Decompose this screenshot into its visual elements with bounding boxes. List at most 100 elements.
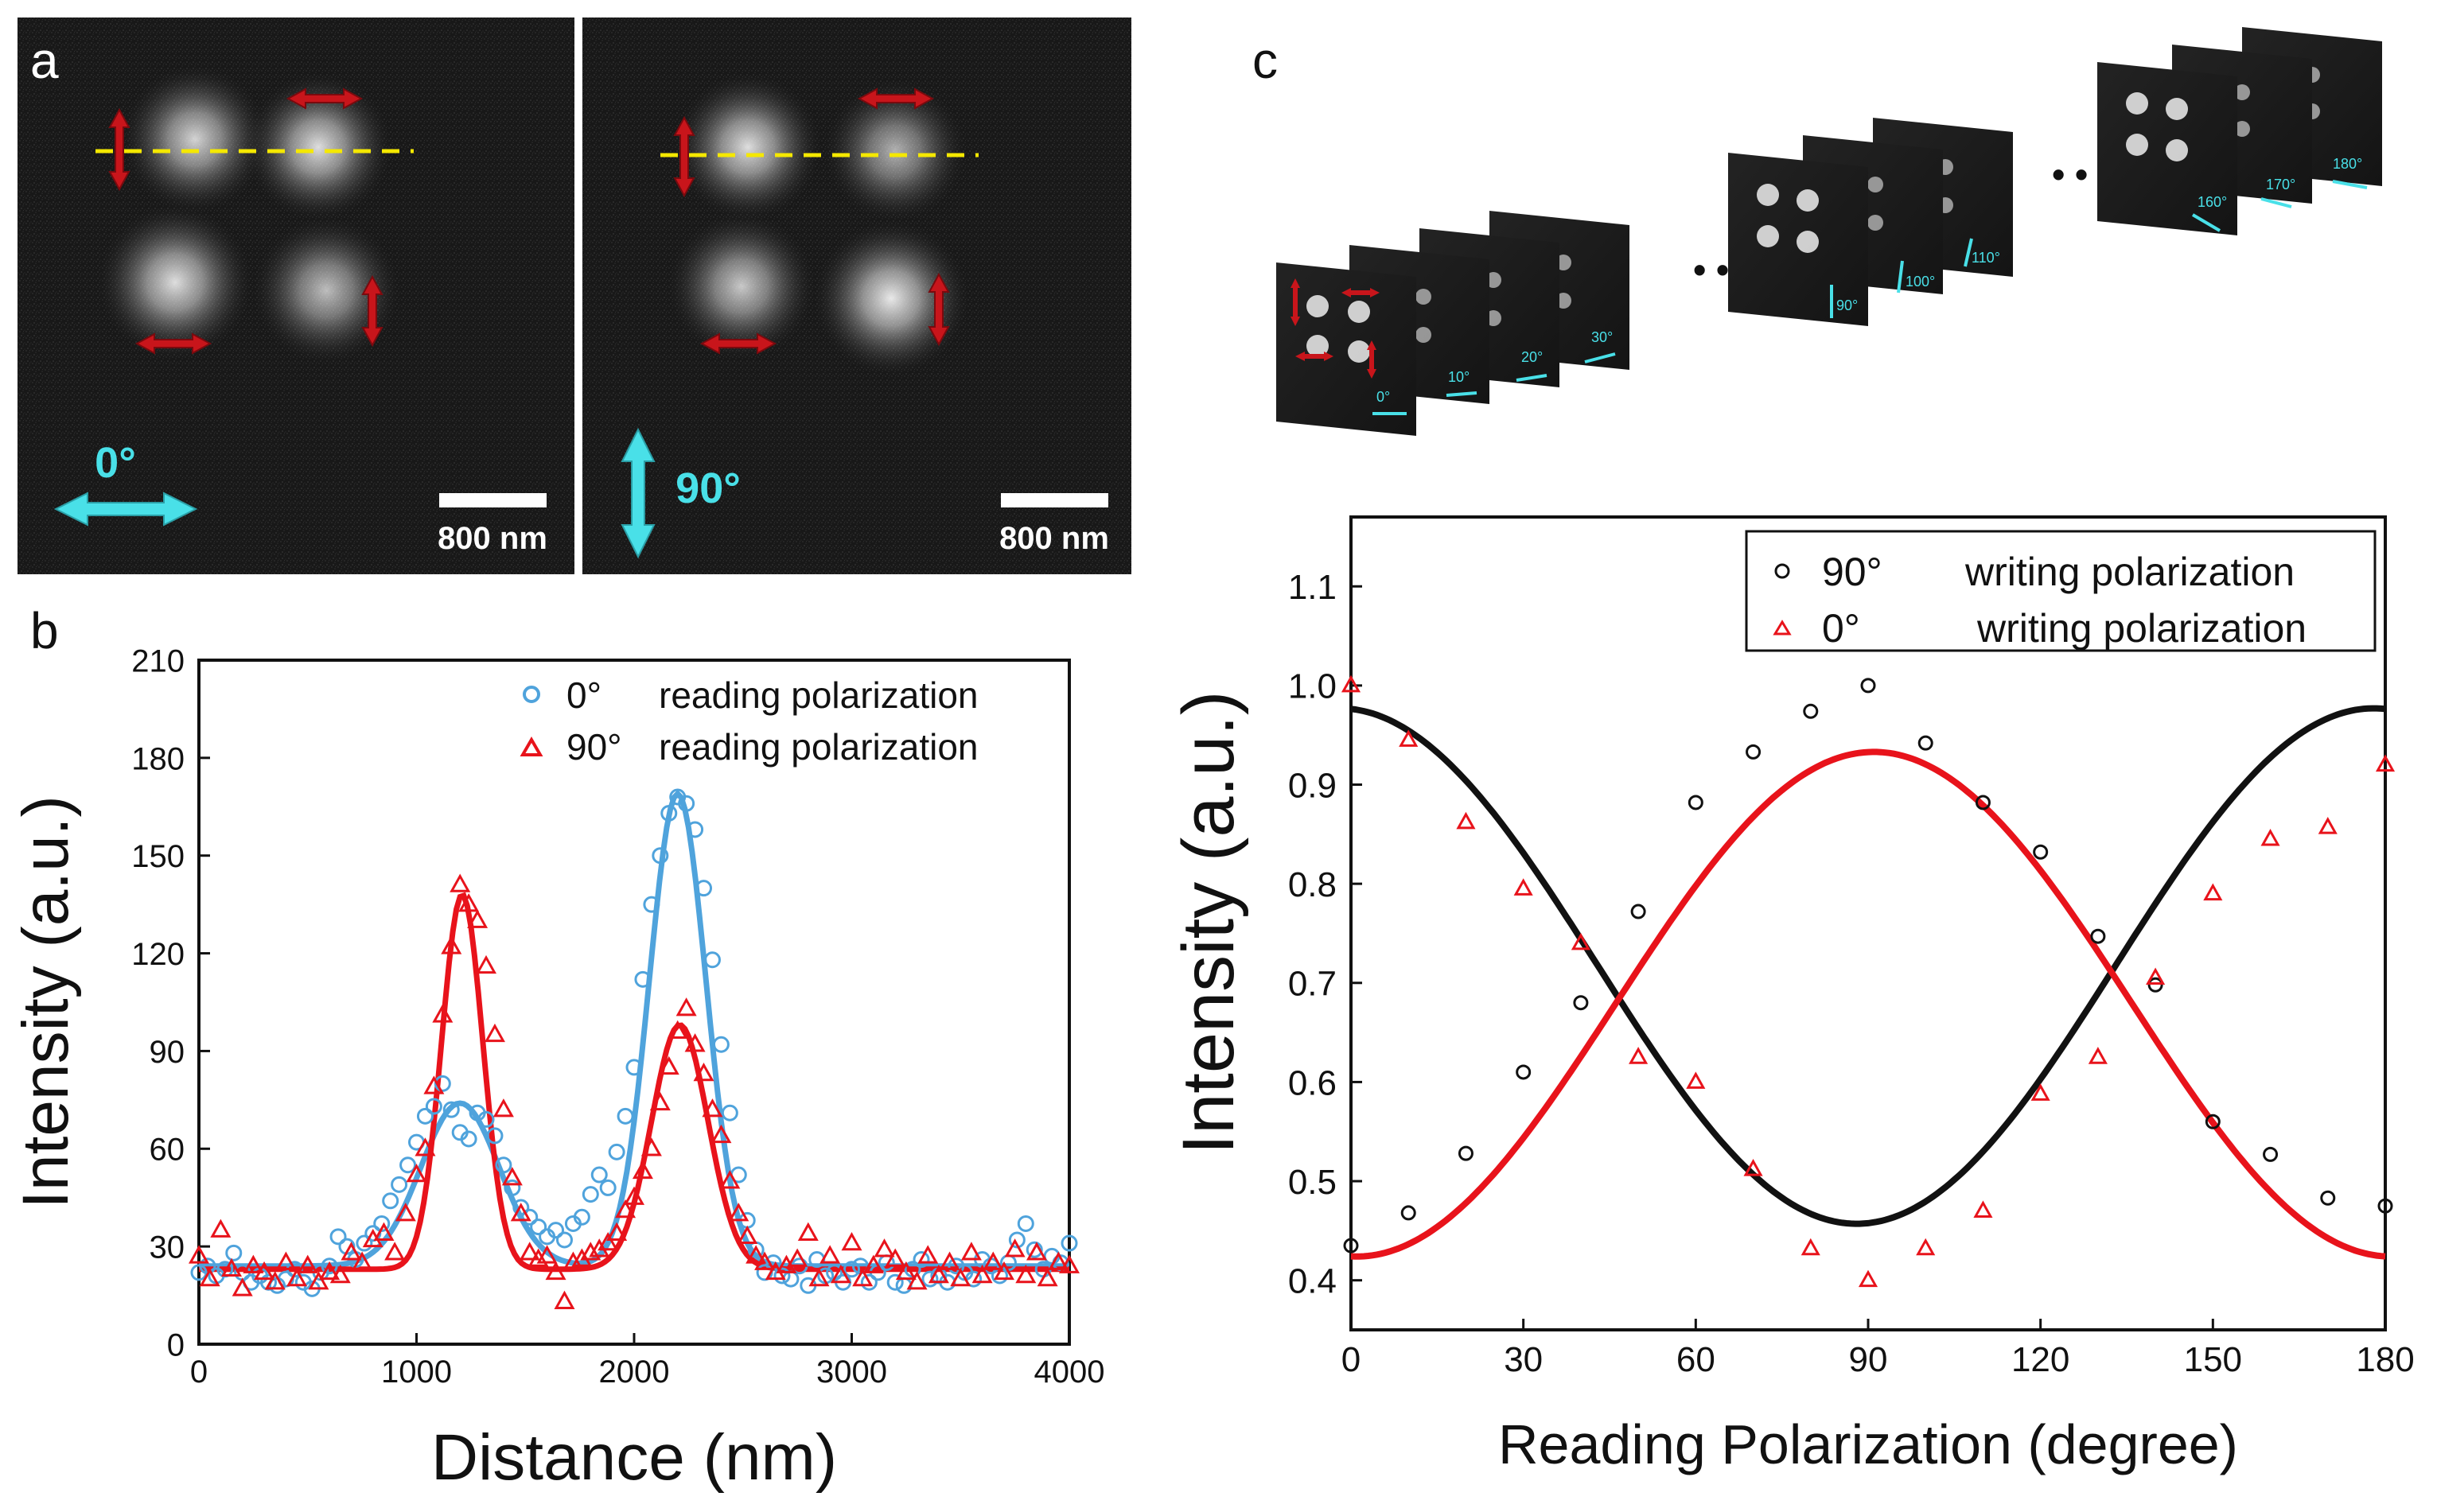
data-point bbox=[874, 1238, 895, 1257]
y-tick-label: 120 bbox=[131, 937, 185, 972]
data-point bbox=[582, 1186, 599, 1203]
x-tick-label: 60 bbox=[1676, 1340, 1715, 1379]
microscope-image-0deg: 0° 800 nm bbox=[18, 17, 574, 574]
scale-bar-label: 800 nm bbox=[438, 521, 547, 556]
data-point bbox=[415, 1137, 436, 1156]
data-point bbox=[504, 1179, 521, 1196]
legend: 0° reading polarization 90° reading pola… bbox=[520, 674, 979, 768]
x-tick-label: 180 bbox=[2356, 1340, 2414, 1379]
frame-angle-label: 0° bbox=[1376, 389, 1390, 405]
data-point bbox=[684, 1033, 706, 1052]
data-point bbox=[563, 1251, 584, 1270]
panel-a: 0° 800 nm 90° 800 nm a bbox=[18, 17, 1131, 574]
data-point bbox=[678, 795, 695, 812]
data-point bbox=[658, 1055, 679, 1075]
data-point bbox=[746, 1245, 767, 1264]
data-point bbox=[519, 1242, 540, 1261]
stack-frame: 160° bbox=[2097, 62, 2237, 235]
data-point bbox=[2320, 1190, 2336, 1206]
data-point bbox=[728, 1203, 749, 1222]
data-point bbox=[442, 1101, 460, 1118]
frame-angle-label: 100° bbox=[1906, 274, 1935, 290]
legend-text: reading polarization bbox=[659, 674, 979, 716]
legend-entry-0deg: 0° writing polarization bbox=[1773, 606, 2307, 651]
data-point bbox=[906, 1271, 928, 1290]
legend-entry-0deg: 0° reading polarization bbox=[523, 674, 979, 716]
data-point bbox=[416, 1107, 434, 1125]
frame-angle-label: 160° bbox=[2198, 194, 2227, 210]
data-point bbox=[860, 1273, 878, 1291]
data-point bbox=[1743, 1159, 1763, 1176]
data-point bbox=[862, 1254, 884, 1273]
legend-angle: 0° bbox=[1822, 606, 1860, 651]
frame-angle-label: 110° bbox=[1972, 250, 2000, 266]
data-point bbox=[243, 1254, 264, 1273]
data-point bbox=[885, 1248, 906, 1267]
data-point bbox=[352, 1251, 373, 1270]
fit-curve-triangle-series bbox=[199, 892, 1069, 1273]
legend-marker bbox=[1774, 563, 1790, 579]
data-point bbox=[297, 1254, 318, 1273]
data-point bbox=[1061, 1234, 1078, 1252]
data-point bbox=[608, 1143, 625, 1160]
legend-box bbox=[1745, 530, 2377, 652]
data-point bbox=[2203, 883, 2223, 901]
data-point bbox=[913, 1251, 930, 1269]
frame-angle-label: 20° bbox=[1521, 349, 1543, 365]
data-point bbox=[993, 1261, 1014, 1281]
axis-ticks: 0 30 60 90 120 150 180 0.4 0.5 0.6 0.7 0.8 0.9 1.0 1.1 bbox=[1288, 568, 2415, 1379]
data-points bbox=[1341, 674, 2396, 1288]
frame-angle-label: 170° bbox=[2266, 177, 2295, 192]
data-point bbox=[599, 1179, 617, 1196]
data-point bbox=[1686, 1071, 1706, 1089]
data-point bbox=[254, 1261, 275, 1281]
data-point bbox=[1858, 1269, 1878, 1288]
data-point bbox=[1458, 1145, 1473, 1161]
data-point bbox=[547, 1222, 565, 1239]
data-point bbox=[484, 1023, 505, 1043]
data-point bbox=[617, 1107, 634, 1125]
x-tick-label: 90 bbox=[1849, 1340, 1888, 1379]
y-axis-label: Intensity (a.u.) bbox=[1168, 691, 1249, 1155]
fit-curves bbox=[199, 789, 1069, 1273]
panel-label-b: b bbox=[30, 602, 59, 659]
data-point bbox=[580, 1242, 601, 1261]
writing-polarization-arrow-icon bbox=[1291, 278, 1380, 379]
data-point bbox=[606, 1222, 628, 1241]
x-tick-label: 120 bbox=[2011, 1340, 2069, 1379]
data-point bbox=[530, 1219, 547, 1236]
y-tick-label: 210 bbox=[131, 643, 185, 678]
x-tick-label: 150 bbox=[2184, 1340, 2242, 1379]
data-point bbox=[1037, 1268, 1058, 1287]
data-point bbox=[486, 1127, 504, 1145]
reading-polarization-vertical-arrow-icon bbox=[621, 427, 656, 559]
data-point bbox=[423, 1075, 445, 1094]
data-point bbox=[830, 1264, 851, 1284]
data-point bbox=[895, 1261, 917, 1281]
legend-text: writing polarization bbox=[1976, 606, 2307, 651]
data-point bbox=[1630, 904, 1646, 919]
data-point bbox=[675, 997, 697, 1016]
scale-bar-label: 800 nm bbox=[999, 521, 1109, 556]
data-point bbox=[2260, 828, 2280, 846]
x-tick-label: 30 bbox=[1504, 1340, 1543, 1379]
data-point bbox=[545, 1261, 566, 1281]
writing-polarization-arrow-icon bbox=[108, 87, 383, 355]
data-point bbox=[1917, 735, 1933, 751]
data-point bbox=[1975, 795, 1991, 810]
axis-ticks: 0 1000 2000 3000 4000 0 30 60 90 120 150 180 210 bbox=[131, 643, 1104, 1390]
data-point bbox=[501, 1167, 523, 1186]
y-tick-label: 30 bbox=[150, 1230, 185, 1265]
data-point bbox=[819, 1245, 841, 1264]
data-point bbox=[643, 896, 660, 913]
data-point bbox=[188, 1245, 210, 1264]
data-point bbox=[441, 935, 462, 954]
data-point bbox=[1573, 995, 1589, 1011]
data-point bbox=[852, 1268, 874, 1287]
data-point bbox=[960, 1242, 982, 1261]
reading-polarization-horizontal-arrow-icon bbox=[53, 492, 198, 527]
data-point bbox=[787, 1248, 808, 1267]
data-point bbox=[450, 873, 471, 892]
legend-entry-90deg: 90° reading polarization bbox=[520, 726, 979, 768]
y-tick-label: 1.0 bbox=[1288, 667, 1337, 706]
